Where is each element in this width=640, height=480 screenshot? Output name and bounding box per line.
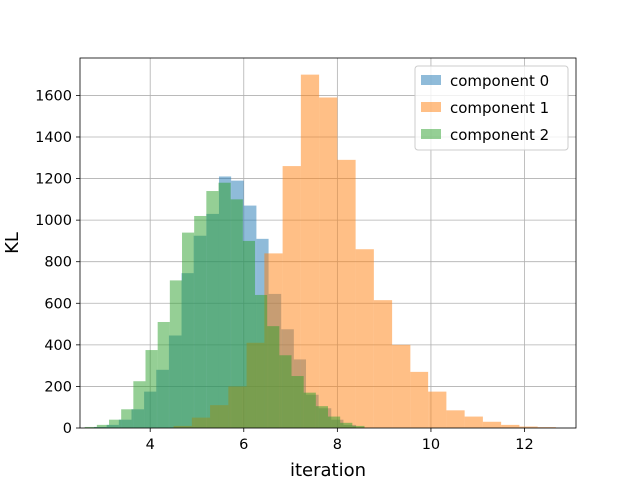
y-axis-label: KL bbox=[2, 232, 23, 254]
bar-series-1 bbox=[319, 97, 338, 428]
bar-series-2 bbox=[206, 191, 219, 428]
y-tick-label: 1200 bbox=[35, 172, 72, 188]
legend-swatch-2 bbox=[421, 129, 441, 139]
bar-series-2 bbox=[328, 416, 341, 428]
bar-series-2 bbox=[145, 350, 158, 428]
bar-series-1 bbox=[446, 410, 465, 428]
bar-series-2 bbox=[182, 232, 195, 428]
bar-series-2 bbox=[157, 321, 170, 428]
legend-swatch-1 bbox=[421, 102, 441, 112]
bar-series-1 bbox=[464, 416, 483, 428]
bar-series-1 bbox=[501, 424, 520, 428]
bar-series-2 bbox=[340, 422, 353, 428]
legend-swatch-0 bbox=[421, 75, 441, 85]
bar-series-2 bbox=[96, 424, 110, 428]
x-tick-label: 12 bbox=[515, 437, 533, 453]
bar-series-2 bbox=[315, 406, 328, 428]
bar-series-1 bbox=[537, 427, 556, 428]
bar-series-2 bbox=[255, 294, 268, 428]
y-tick-label: 800 bbox=[44, 255, 72, 271]
bar-series-2 bbox=[121, 409, 134, 428]
bar-series-1 bbox=[355, 249, 374, 428]
x-tick-label: 6 bbox=[239, 437, 248, 453]
x-axis-ticks: 4 6 8 10 12 bbox=[146, 428, 534, 453]
bar-series-1 bbox=[428, 391, 447, 428]
bar-series-2 bbox=[218, 182, 231, 428]
x-tick-label: 8 bbox=[333, 437, 342, 453]
bar-series-1 bbox=[410, 371, 429, 428]
bar-series-2 bbox=[303, 392, 316, 428]
bar-series-1 bbox=[519, 426, 538, 428]
bar-series-2 bbox=[109, 419, 122, 428]
y-tick-label: 1400 bbox=[35, 130, 72, 146]
x-tick-label: 4 bbox=[146, 437, 155, 453]
bar-series-1 bbox=[392, 344, 411, 428]
bar-series-2 bbox=[194, 215, 207, 428]
bar-series-2 bbox=[352, 425, 365, 428]
y-tick-label: 1000 bbox=[35, 213, 72, 229]
bar-series-1 bbox=[300, 74, 320, 428]
bar-series-1 bbox=[337, 159, 356, 428]
bar-series-1 bbox=[482, 421, 502, 428]
bar-series-2 bbox=[169, 280, 183, 428]
legend-label-2: component 2 bbox=[450, 126, 549, 144]
bar-series-2 bbox=[133, 381, 146, 428]
legend-label-0: component 0 bbox=[450, 72, 549, 90]
y-tick-label: 600 bbox=[44, 296, 72, 312]
legend-label-1: component 1 bbox=[450, 99, 549, 117]
bars bbox=[84, 74, 556, 428]
plot-frame bbox=[79, 57, 577, 429]
bar-series-2 bbox=[84, 426, 97, 428]
bar-series-2 bbox=[242, 240, 256, 428]
bar-series-1 bbox=[373, 300, 393, 428]
y-tick-label: 400 bbox=[44, 338, 72, 354]
bar-series-2 bbox=[267, 326, 280, 428]
x-axis-label: iteration bbox=[290, 460, 366, 480]
y-tick-label: 0 bbox=[63, 421, 72, 437]
bar-series-2 bbox=[279, 355, 292, 428]
y-axis-ticks: 0 200 400 600 800 1000 1200 1400 1600 bbox=[35, 88, 80, 437]
bar-series-2 bbox=[230, 199, 243, 428]
x-tick-label: 10 bbox=[422, 437, 440, 453]
bar-series-2 bbox=[291, 376, 304, 428]
y-tick-label: 200 bbox=[44, 379, 72, 395]
legend: component 0 component 1 component 2 bbox=[414, 65, 569, 151]
y-tick-label: 1600 bbox=[35, 88, 72, 104]
legend-box bbox=[414, 65, 569, 151]
